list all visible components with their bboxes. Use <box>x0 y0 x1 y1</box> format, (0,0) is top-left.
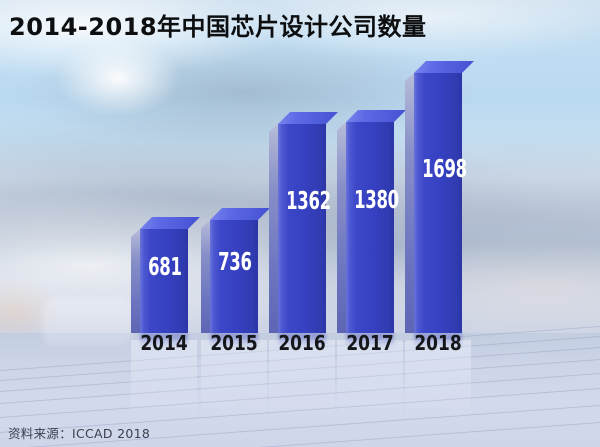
bar-2017: 1380 <box>337 110 406 333</box>
bar-value-label: 1380 <box>354 185 399 214</box>
bar-value-label: 1698 <box>422 154 467 183</box>
bar-top-face <box>414 61 474 73</box>
category-label-2014: 2014 <box>140 331 188 355</box>
bar-top-face <box>346 110 406 122</box>
bar-2016: 1362 <box>269 112 338 333</box>
bar-2015: 736 <box>201 208 270 333</box>
bar-shadow <box>346 333 394 347</box>
bar-value-label: 736 <box>218 247 252 276</box>
category-label-2015: 2015 <box>210 331 258 355</box>
bar-left-face <box>405 73 414 333</box>
bar-shadow <box>140 333 188 347</box>
bar-2014: 681 <box>131 217 200 333</box>
bar-top-face <box>140 217 200 229</box>
bar-front-face <box>140 229 188 333</box>
category-label-2017: 2017 <box>346 331 394 355</box>
bar-top-face <box>278 112 338 124</box>
bar-top-face <box>210 208 270 220</box>
bar-shadow <box>278 333 326 347</box>
bar-front-face <box>278 124 326 333</box>
category-label-2016: 2016 <box>278 331 326 355</box>
bar-value-label: 681 <box>148 252 182 281</box>
bar-value-label: 1362 <box>286 186 331 215</box>
chart-title: 2014-2018年中国芯片设计公司数量 <box>9 13 427 41</box>
bar-left-face <box>269 124 278 333</box>
bar-shadow <box>210 333 258 347</box>
floor-grid-line <box>0 353 600 410</box>
bar-left-face <box>201 220 210 333</box>
bar-2018: 1698 <box>405 61 474 333</box>
category-label-2018: 2018 <box>414 331 462 355</box>
bar-front-face <box>414 73 462 333</box>
watermark <box>42 298 132 344</box>
bar-front-face <box>210 220 258 333</box>
bar-shadow <box>414 333 462 347</box>
source-note: 资料来源：ICCAD 2018 <box>8 426 151 441</box>
bar-front-face <box>346 122 394 333</box>
bar-left-face <box>337 122 346 333</box>
bar-left-face <box>131 229 140 333</box>
floor-background <box>0 320 600 447</box>
